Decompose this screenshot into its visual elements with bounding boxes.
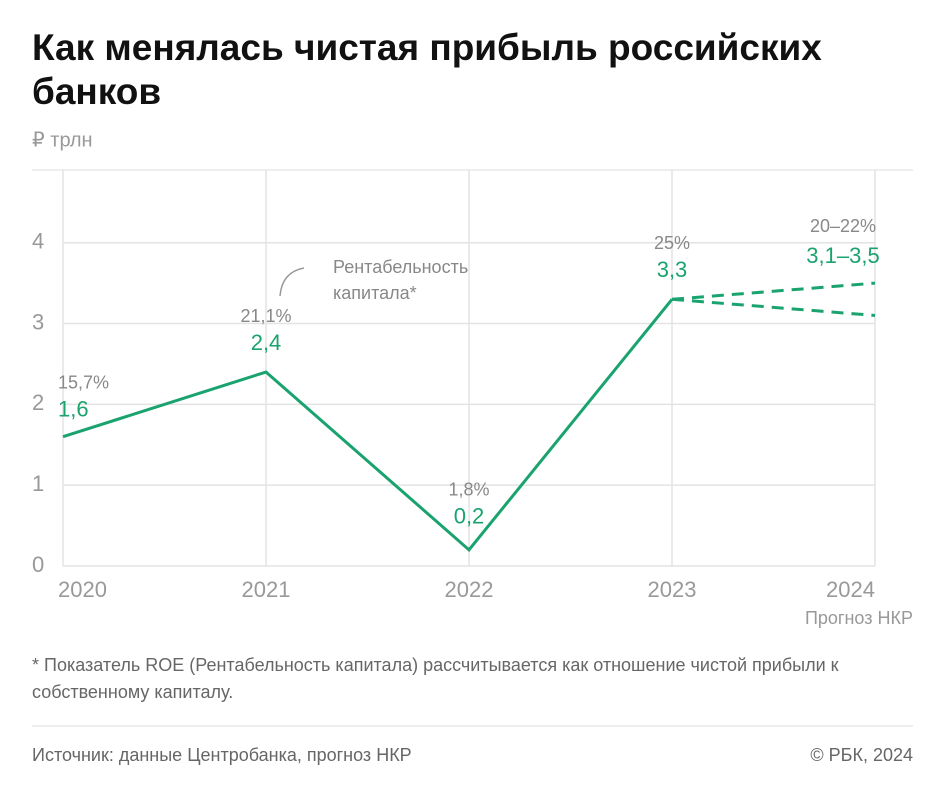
footnote: * Показатель ROE (Рентабельность капитал… <box>32 655 839 702</box>
x-tick-label: 2024 <box>826 577 875 602</box>
x-tick-label: 2023 <box>648 577 697 602</box>
y-tick-label: 3 <box>32 309 44 334</box>
value-label: 3,3 <box>657 257 688 282</box>
line <box>62 298 674 552</box>
y-tick-label: 4 <box>32 229 44 254</box>
x-tick-label: 2022 <box>445 577 494 602</box>
callout-arrow <box>279 267 305 297</box>
chart-title: Как менялась чистая прибыль российских б… <box>32 27 822 112</box>
roe-label: 21,1% <box>240 306 291 326</box>
forecast-label: 3,1–3,5 <box>806 243 879 268</box>
roe-label: 20–22% <box>810 216 876 236</box>
x-tick-label: 2021 <box>242 577 291 602</box>
forecast-line <box>671 297 876 317</box>
forecast-line <box>671 281 876 301</box>
y-tick-label: 1 <box>32 471 44 496</box>
x-tick-label: 2020 <box>58 577 107 602</box>
y-tick-label: 0 <box>32 552 44 577</box>
source: Источник: данные Центробанка, прогноз НК… <box>32 745 412 765</box>
roe-label: 15,7% <box>58 372 109 392</box>
roe-label: 1,8% <box>448 480 489 500</box>
roe-label: 25% <box>654 233 690 253</box>
value-label: 2,4 <box>251 330 282 355</box>
value-label: 0,2 <box>454 504 485 529</box>
unit-label: ₽ трлн <box>32 129 93 151</box>
forecast-note: Прогноз НКР <box>805 608 913 628</box>
callout-label: капитала* <box>333 283 417 303</box>
callout-label: Рентабельность <box>333 257 468 277</box>
copyright: © РБК, 2024 <box>810 745 913 765</box>
y-tick-label: 2 <box>32 390 44 415</box>
value-label: 1,6 <box>58 397 89 422</box>
